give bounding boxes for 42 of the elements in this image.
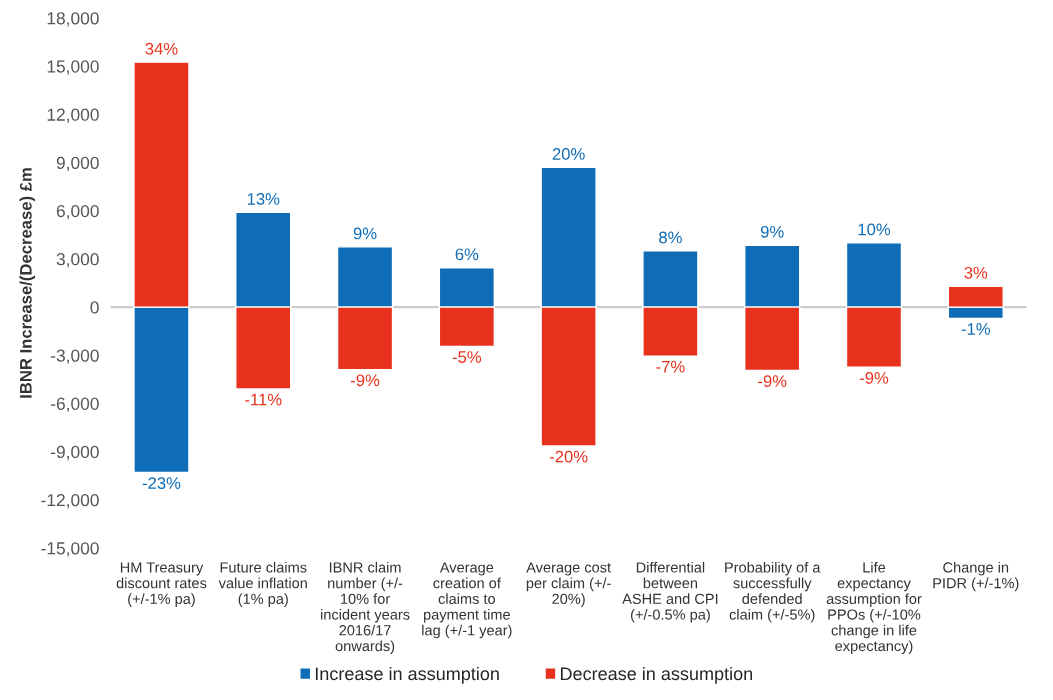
x-tick-label: Average creation of claims to payment time lag (+/-1 year) [422, 562, 512, 639]
y-tick-label: -6,000 [51, 397, 99, 412]
annotation: -5% [452, 351, 482, 363]
legend-label: Increase in assumption [315, 666, 499, 684]
x-tick-label: Change in PIDR (+/-1%) [933, 561, 1019, 592]
annotation: 10% [858, 223, 891, 236]
x-tick-label: Life expectancy assumption for PPOs (+/-10% change in life expectancy) [826, 561, 922, 655]
x-tick-label: IBNR claim number (+/- 10% for incident years 2016/17 onwards) [321, 561, 410, 655]
annotation: 8% [659, 231, 682, 244]
annotation: 20% [552, 148, 585, 160]
legend-label: Decrease in assumption [560, 666, 753, 684]
annotation: -1% [961, 323, 991, 335]
x-tick-label: Future claims value inflation (1% pa) [218, 561, 307, 607]
y-tick-label: 6,000 [56, 204, 99, 220]
annotation: 3% [964, 266, 988, 279]
y-tick-label: -12,000 [41, 493, 99, 509]
y-tick-label: -9,000 [51, 445, 99, 461]
annotation: 13% [247, 193, 280, 205]
annotation: -11% [245, 393, 282, 406]
x-tick-label: Differential between ASHE and CPI (+/-0.5% pa) [622, 561, 718, 623]
y-tick-label: 9,000 [56, 156, 99, 172]
x-tick-label: Probability of a successfully defended claim (+/-5%) [725, 561, 821, 623]
y-tick-label: 15,000 [47, 60, 99, 75]
x-tick-label: HM Treasury discount rates (+/-1% pa) [116, 562, 207, 607]
y-tick-label: 0 [90, 301, 99, 314]
y-tick-label: 12,000 [47, 108, 99, 123]
x-tick-label: Average cost per claim (+/- 20%) [526, 562, 611, 607]
annotation: -23% [142, 477, 181, 489]
annotation: 34% [145, 42, 178, 55]
y-tick-label: -3,000 [51, 349, 99, 364]
y-tick-label: 18,000 [47, 12, 99, 27]
y-tick-label: -15,000 [41, 542, 99, 557]
annotation: -20% [549, 450, 588, 463]
annotation: -9% [350, 374, 380, 387]
annotation: 9% [353, 227, 377, 240]
annotation: -9% [758, 375, 787, 388]
annotation: 9% [760, 225, 784, 238]
y-tick-label: 3,000 [56, 253, 99, 268]
annotation: 6% [455, 248, 479, 261]
y-axis-title: IBNR Increase/(Decrease) £m [19, 168, 36, 398]
annotation: -7% [656, 360, 685, 373]
annotation: -9% [859, 372, 889, 384]
